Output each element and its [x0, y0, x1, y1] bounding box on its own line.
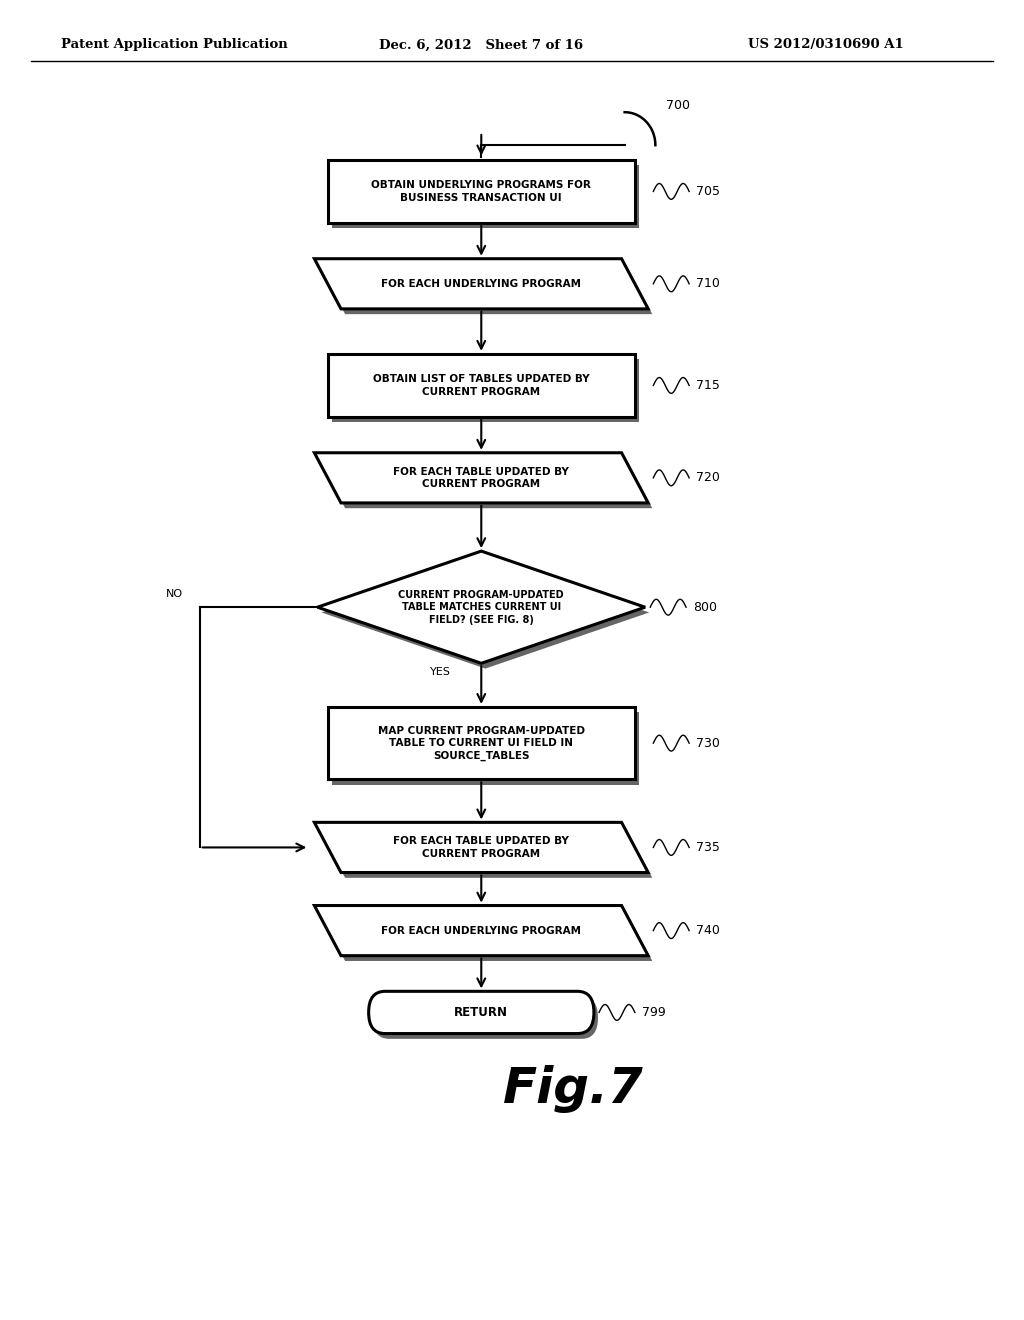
Polygon shape [317, 552, 645, 663]
Text: FOR EACH UNDERLYING PROGRAM: FOR EACH UNDERLYING PROGRAM [381, 279, 582, 289]
Text: OBTAIN UNDERLYING PROGRAMS FOR
BUSINESS TRANSACTION UI: OBTAIN UNDERLYING PROGRAMS FOR BUSINESS … [372, 181, 591, 202]
Text: 730: 730 [696, 737, 720, 750]
Polygon shape [318, 264, 652, 314]
FancyBboxPatch shape [332, 359, 639, 422]
Text: CURRENT PROGRAM-UPDATED
TABLE MATCHES CURRENT UI
FIELD? (SEE FIG. 8): CURRENT PROGRAM-UPDATED TABLE MATCHES CU… [398, 590, 564, 624]
FancyBboxPatch shape [328, 708, 635, 779]
Text: 720: 720 [696, 471, 720, 484]
Text: FOR EACH TABLE UPDATED BY
CURRENT PROGRAM: FOR EACH TABLE UPDATED BY CURRENT PROGRA… [393, 467, 569, 488]
FancyBboxPatch shape [332, 165, 639, 228]
Polygon shape [322, 557, 649, 668]
Text: MAP CURRENT PROGRAM-UPDATED
TABLE TO CURRENT UI FIELD IN
SOURCE_TABLES: MAP CURRENT PROGRAM-UPDATED TABLE TO CUR… [378, 726, 585, 760]
Polygon shape [318, 828, 652, 878]
Polygon shape [314, 906, 648, 956]
Text: 715: 715 [696, 379, 720, 392]
Polygon shape [318, 458, 652, 508]
FancyBboxPatch shape [332, 713, 639, 784]
Text: Fig.7: Fig.7 [503, 1065, 644, 1113]
Text: Patent Application Publication: Patent Application Publication [61, 38, 288, 51]
Text: 705: 705 [696, 185, 720, 198]
FancyBboxPatch shape [373, 997, 598, 1039]
Text: NO: NO [166, 589, 182, 599]
FancyBboxPatch shape [328, 160, 635, 223]
FancyBboxPatch shape [369, 991, 594, 1034]
Text: 710: 710 [696, 277, 720, 290]
Text: 800: 800 [693, 601, 717, 614]
Text: OBTAIN LIST OF TABLES UPDATED BY
CURRENT PROGRAM: OBTAIN LIST OF TABLES UPDATED BY CURRENT… [373, 375, 590, 396]
Polygon shape [314, 453, 648, 503]
Polygon shape [314, 259, 648, 309]
Polygon shape [318, 911, 652, 961]
Text: YES: YES [430, 667, 451, 677]
Text: US 2012/0310690 A1: US 2012/0310690 A1 [748, 38, 903, 51]
Text: 740: 740 [696, 924, 720, 937]
FancyBboxPatch shape [328, 354, 635, 417]
Polygon shape [314, 822, 648, 873]
Text: 735: 735 [696, 841, 720, 854]
Text: 700: 700 [666, 99, 689, 112]
Text: RETURN: RETURN [455, 1006, 508, 1019]
Text: 799: 799 [642, 1006, 666, 1019]
Text: Dec. 6, 2012   Sheet 7 of 16: Dec. 6, 2012 Sheet 7 of 16 [379, 38, 583, 51]
Text: FOR EACH TABLE UPDATED BY
CURRENT PROGRAM: FOR EACH TABLE UPDATED BY CURRENT PROGRA… [393, 837, 569, 858]
Text: FOR EACH UNDERLYING PROGRAM: FOR EACH UNDERLYING PROGRAM [381, 925, 582, 936]
